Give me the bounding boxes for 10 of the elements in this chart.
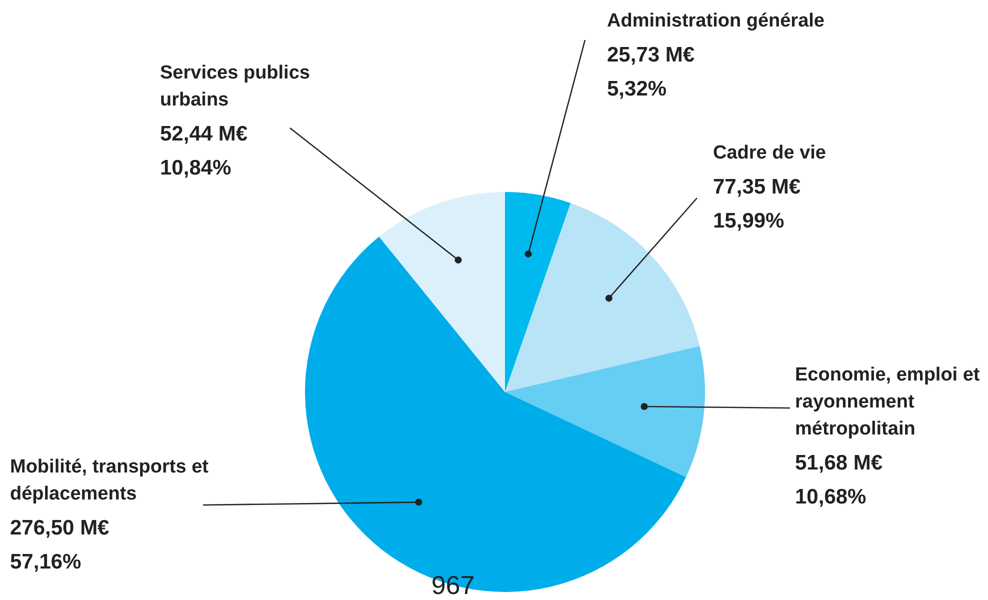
slice-label: Economie, emploi et rayonnement métropolitain	[795, 364, 980, 440]
slice-label: Mobilité, transports et déplacements	[10, 456, 210, 505]
data-label: 77,35 M€ 15,99%	[713, 175, 801, 232]
data-label: 25,73 M€ 5,32%	[607, 43, 695, 100]
data-label: 52,44 M€ 10,84%	[160, 122, 248, 180]
slice-label: Cadre de vie	[713, 142, 826, 164]
data-label: 276,50 M€ 57,16%	[10, 516, 110, 574]
slice-label: Services publics urbains	[160, 62, 310, 111]
slice-label: Administration générale	[607, 10, 824, 32]
data-label: 51,68 M€ 10,68%	[795, 451, 883, 508]
